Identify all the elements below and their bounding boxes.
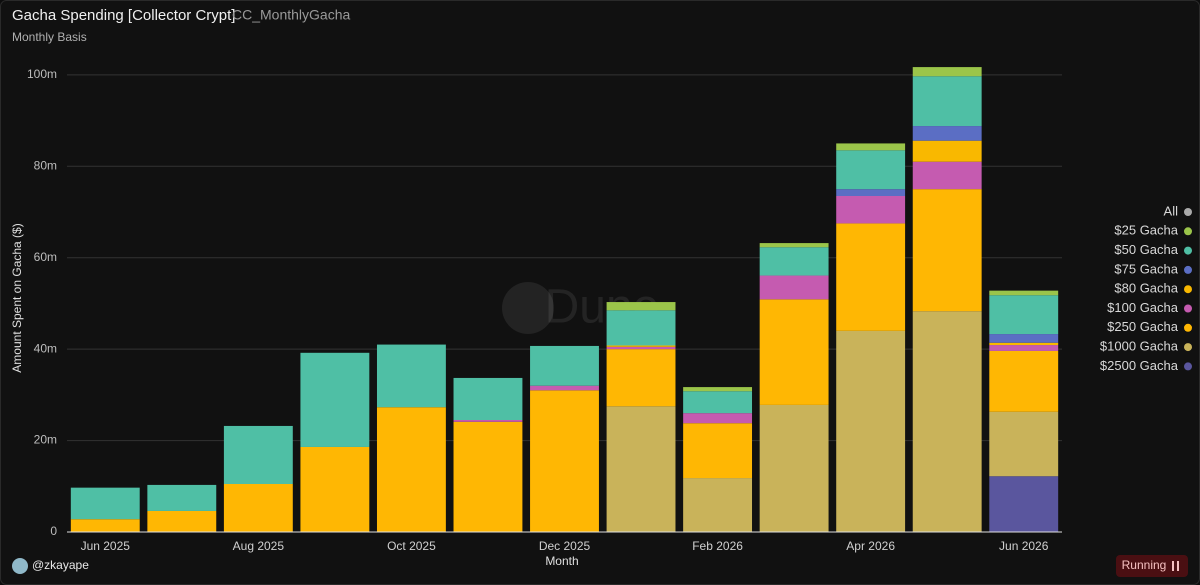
bar-segment <box>453 420 523 422</box>
bar-segment <box>683 478 753 532</box>
bar-segment <box>912 189 982 312</box>
x-tick-label: Aug 2025 <box>233 539 285 553</box>
legend-label[interactable]: $100 Gacha <box>1107 300 1179 315</box>
bar-segment <box>606 346 676 350</box>
bar-segment <box>989 342 1059 346</box>
bar-segment <box>606 345 676 347</box>
bar-segment <box>223 484 293 532</box>
bar-segment <box>606 310 676 346</box>
bar-segment <box>530 390 599 532</box>
bar-segment <box>223 425 293 484</box>
bar-segment <box>606 302 676 311</box>
legend-swatch <box>1184 304 1192 313</box>
status-icon <box>1172 561 1174 571</box>
legend-swatch <box>1184 362 1192 371</box>
bar-segment <box>376 407 446 532</box>
bar-segment <box>989 295 1059 335</box>
bar-segment <box>683 387 753 392</box>
query-name[interactable]: CC_MonthlyGacha <box>232 7 350 23</box>
legend-swatch <box>1184 285 1192 294</box>
watermark-logo <box>502 282 554 334</box>
y-tick-label: 100m <box>27 67 57 81</box>
bar-segment <box>912 126 982 141</box>
y-tick-label: 40m <box>34 341 57 355</box>
status-badge[interactable] <box>1116 555 1188 577</box>
bar-segment <box>147 484 217 511</box>
legend-swatch <box>1184 227 1192 236</box>
legend-label[interactable]: $50 Gacha <box>1114 242 1178 257</box>
x-tick-label: Oct 2025 <box>387 539 436 553</box>
bar-segment <box>912 161 982 190</box>
avatar[interactable] <box>12 558 28 574</box>
status-text: Running <box>1122 558 1167 572</box>
bar-segment <box>376 344 446 408</box>
bar-segment <box>453 377 523 420</box>
bar-segment <box>759 404 829 532</box>
bar-segment <box>530 345 599 386</box>
bar-segment <box>836 330 906 532</box>
x-tick-label: Apr 2026 <box>846 539 895 553</box>
bar-segment <box>70 487 140 520</box>
bar-segment <box>300 352 370 447</box>
bar-segment <box>989 290 1059 296</box>
legend-label[interactable]: All <box>1164 203 1179 218</box>
chart-subtitle: Monthly Basis <box>12 30 87 44</box>
bar-segment <box>759 275 829 300</box>
x-tick-label: Jun 2025 <box>81 539 131 553</box>
bar-segment <box>606 349 676 407</box>
x-tick-label: Jun 2026 <box>999 539 1049 553</box>
bar-segment <box>300 446 370 532</box>
y-tick-label: 60m <box>34 250 57 264</box>
legend-swatch <box>1184 323 1192 332</box>
bar-segment <box>912 76 982 127</box>
bar-segment <box>912 311 982 532</box>
legend-label[interactable]: $1000 Gacha <box>1100 339 1179 354</box>
bar-segment <box>683 423 753 479</box>
x-tick-label: Dec 2025 <box>539 539 591 553</box>
bar-segment <box>989 350 1059 412</box>
bar-segment <box>530 385 599 391</box>
bar-segment <box>989 411 1059 477</box>
bar-segment <box>989 476 1059 532</box>
y-tick-label: 80m <box>34 158 57 172</box>
bar-segment <box>836 143 906 151</box>
bar-segment <box>453 421 523 532</box>
bar-segment <box>70 519 140 532</box>
y-tick-label: 20m <box>34 433 57 447</box>
bar-segment <box>912 67 982 77</box>
x-tick-label: Feb 2026 <box>692 539 743 553</box>
legend-label[interactable]: $80 Gacha <box>1114 281 1178 296</box>
legend-swatch <box>1184 265 1192 274</box>
bar-segment <box>836 150 906 190</box>
legend-label[interactable]: $25 Gacha <box>1114 223 1178 238</box>
bar-segment <box>759 243 829 248</box>
bar-segment <box>759 299 829 405</box>
status-icon <box>1177 561 1179 571</box>
bar-segment <box>147 510 217 532</box>
legend-swatch <box>1184 208 1192 216</box>
x-axis-label: Month <box>545 554 578 568</box>
user-name[interactable]: @zkayape <box>32 558 89 572</box>
bar-segment <box>989 334 1059 343</box>
legend-label[interactable]: $75 Gacha <box>1114 261 1178 276</box>
bar-segment <box>836 189 906 196</box>
legend-swatch <box>1184 246 1192 255</box>
bar-segment <box>683 413 753 424</box>
bar-segment <box>836 223 906 331</box>
bar-segment <box>989 345 1059 351</box>
y-tick-label: 0 <box>50 524 57 538</box>
bar-segment <box>912 140 982 162</box>
legend-label[interactable]: $250 Gacha <box>1107 319 1179 334</box>
bar-segment <box>606 406 676 532</box>
chart-title: Gacha Spending [Collector Crypt] <box>12 7 235 24</box>
bar-segment <box>683 391 753 414</box>
bar-segment <box>836 196 906 224</box>
legend-label[interactable]: $2500 Gacha <box>1100 358 1179 373</box>
legend-swatch <box>1184 343 1192 352</box>
y-axis-label: Amount Spent on Gacha ($) <box>10 223 24 372</box>
bar-segment <box>759 247 829 276</box>
